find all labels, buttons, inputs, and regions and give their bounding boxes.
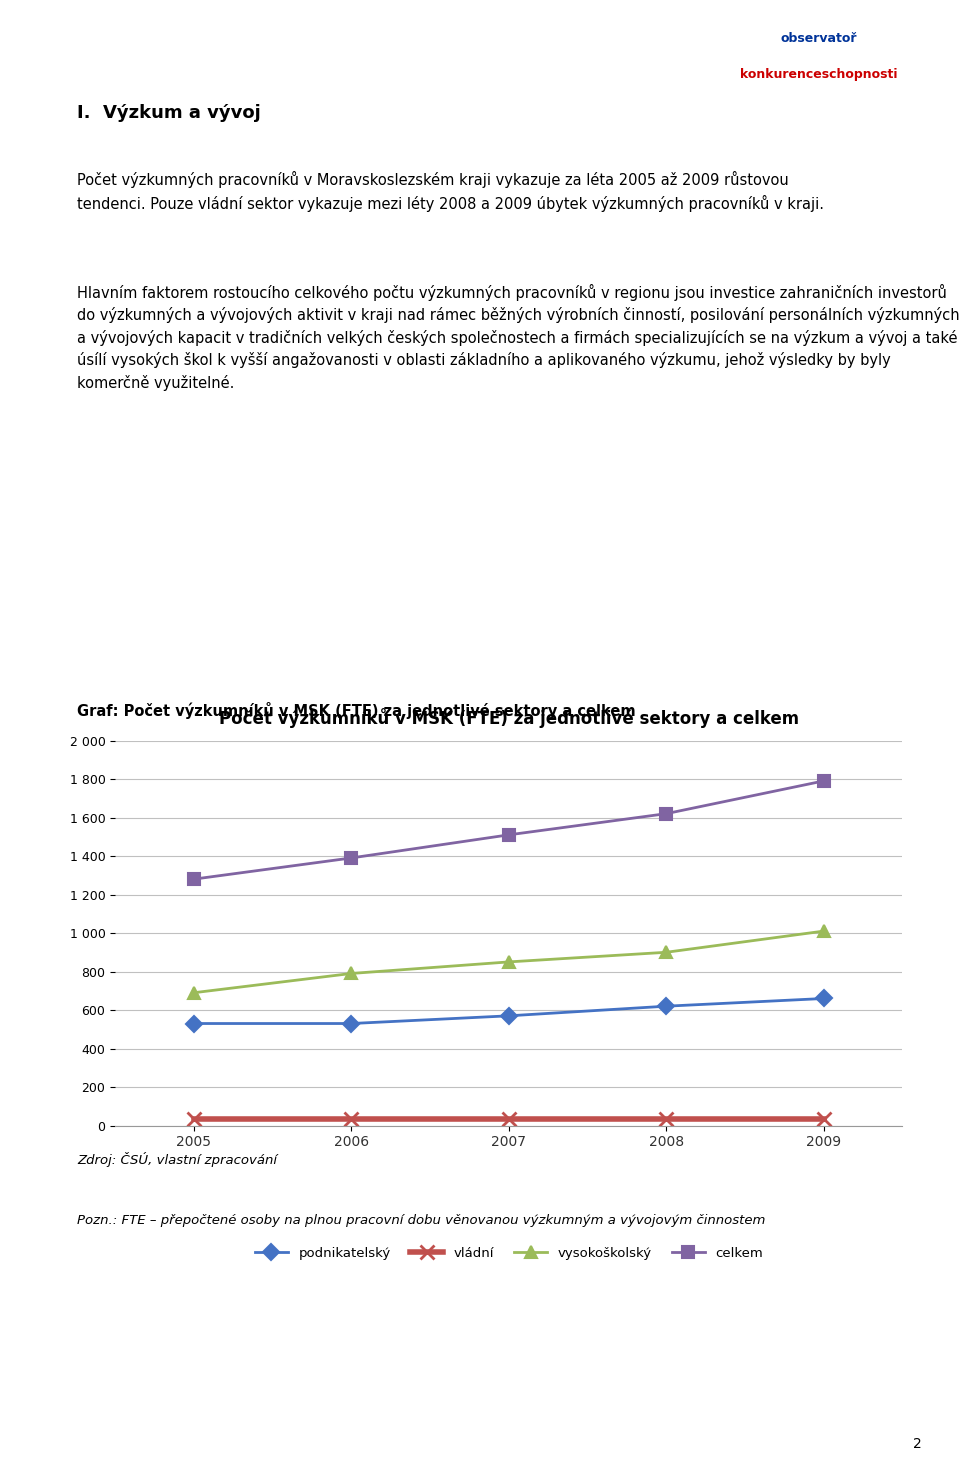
vládní bbox=[188, 1109, 200, 1127]
podnikatelský bbox=[503, 1007, 515, 1025]
podnikatelský bbox=[188, 1014, 200, 1032]
Text: Hlavním faktorem rostoucího celkového počtu výzkumných pracovníků v regionu jsou: Hlavním faktorem rostoucího celkového po… bbox=[77, 284, 959, 391]
podnikatelský bbox=[346, 1014, 357, 1032]
celkem bbox=[818, 772, 829, 789]
Title: Počet výzkumníků v MSK (FTE) za jednotlivé sektory a celkem: Počet výzkumníků v MSK (FTE) za jednotli… bbox=[219, 708, 799, 727]
vysokoškolský bbox=[503, 954, 515, 972]
podnikatelský bbox=[818, 989, 829, 1007]
Text: I.  Výzkum a vývoj: I. Výzkum a vývoj bbox=[77, 104, 260, 121]
vládní bbox=[346, 1109, 357, 1127]
Line: vládní: vládní bbox=[187, 1112, 830, 1126]
vysokoškolský bbox=[818, 923, 829, 940]
celkem bbox=[188, 871, 200, 889]
vládní bbox=[818, 1109, 829, 1127]
Text: observatoř: observatoř bbox=[780, 33, 856, 44]
vysokoškolský bbox=[660, 943, 672, 961]
Text: Graf: Počet výzkumníků v MSK (FTE) za jednotlivé sektory a celkem: Graf: Počet výzkumníků v MSK (FTE) za je… bbox=[77, 702, 636, 720]
Line: celkem: celkem bbox=[188, 776, 829, 884]
vládní bbox=[660, 1109, 672, 1127]
Line: podnikatelský: podnikatelský bbox=[188, 992, 829, 1029]
Line: vysokoškolský: vysokoškolský bbox=[188, 926, 829, 998]
vládní bbox=[503, 1109, 515, 1127]
Text: 2: 2 bbox=[913, 1437, 922, 1451]
Text: Pozn.: FTE – přepočtené osoby na plnou pracovní dobu věnovanou výzkumným a vývoj: Pozn.: FTE – přepočtené osoby na plnou p… bbox=[77, 1214, 765, 1228]
Legend: podnikatelský, vládní, vysokoškolský, celkem: podnikatelský, vládní, vysokoškolský, ce… bbox=[250, 1241, 768, 1265]
celkem bbox=[503, 826, 515, 844]
Text: Zdroj: ČSÚ, vlastní zpracování: Zdroj: ČSÚ, vlastní zpracování bbox=[77, 1152, 276, 1167]
Text: Počet výzkumných pracovníků v Moravskoslezském kraji vykazuje za léta 2005 až 20: Počet výzkumných pracovníků v Moravskosl… bbox=[77, 172, 824, 212]
celkem bbox=[346, 849, 357, 866]
podnikatelský bbox=[660, 997, 672, 1014]
vysokoškolský bbox=[346, 964, 357, 982]
Text: konkurenceschopnosti: konkurenceschopnosti bbox=[739, 68, 897, 80]
vysokoškolský bbox=[188, 983, 200, 1001]
celkem bbox=[660, 804, 672, 822]
